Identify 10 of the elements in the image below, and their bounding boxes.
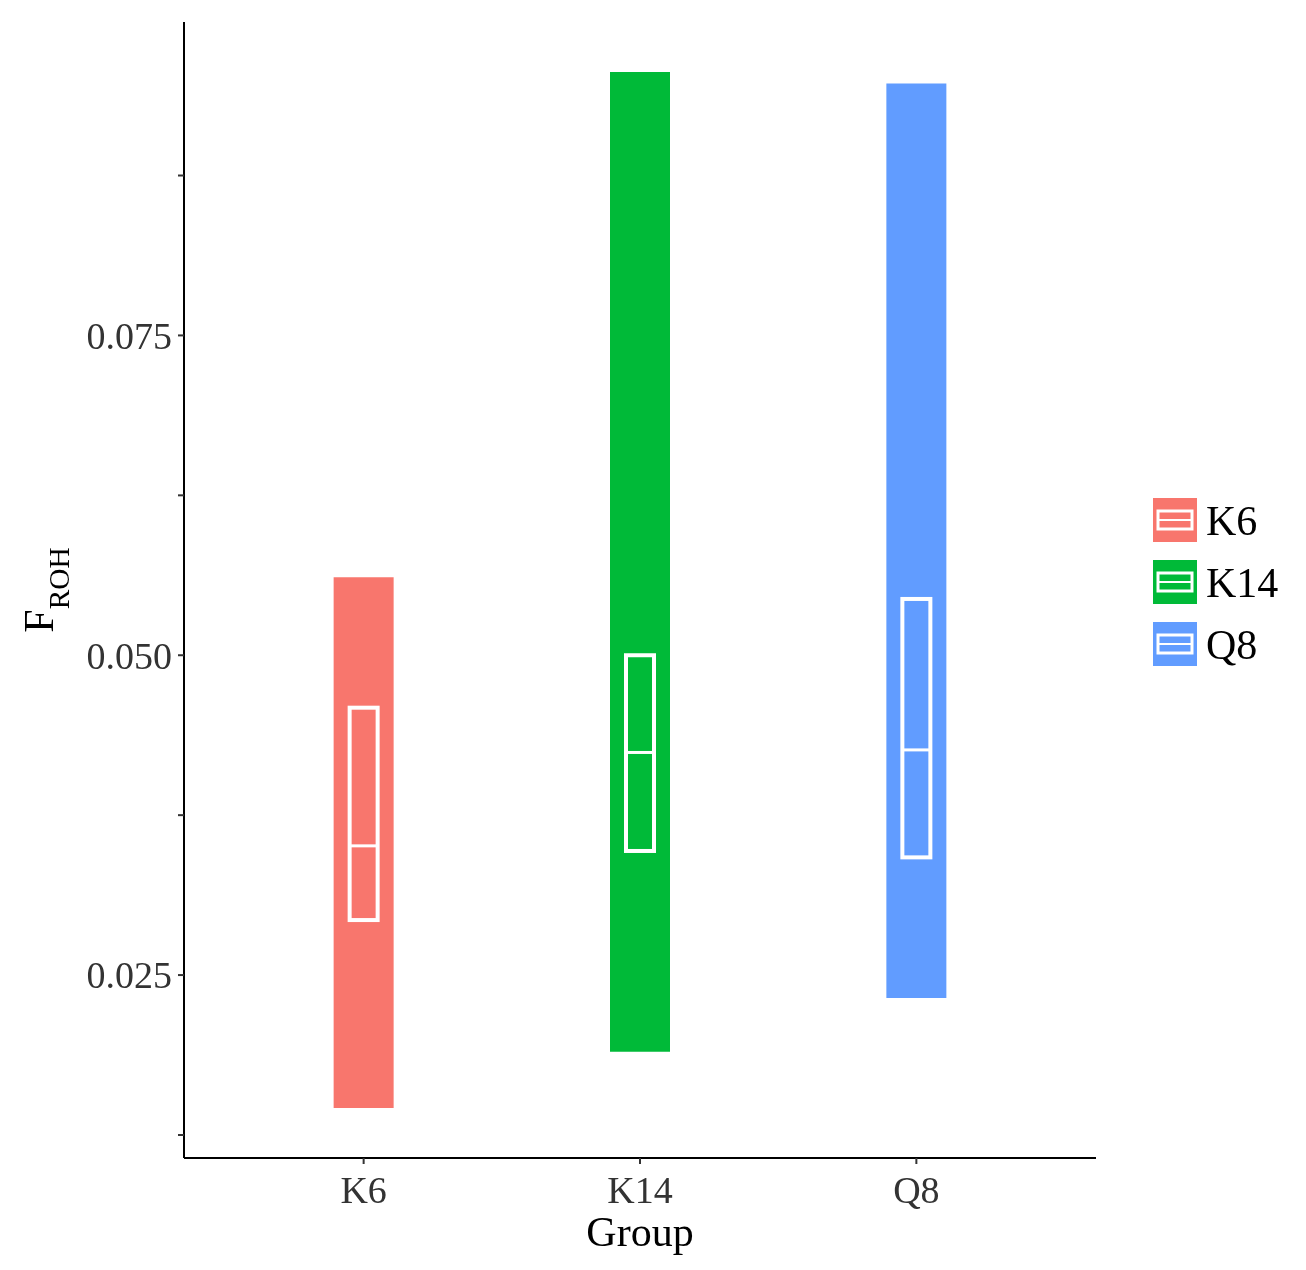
x-tick-label: K6 bbox=[340, 1169, 387, 1211]
x-axis-title: Group bbox=[586, 1209, 694, 1255]
y-tick-label: 0.075 bbox=[86, 314, 172, 357]
legend-label: Q8 bbox=[1206, 621, 1258, 668]
legend-label: K14 bbox=[1206, 559, 1279, 606]
legend-label: K6 bbox=[1206, 497, 1258, 544]
y-tick-label: 0.025 bbox=[86, 954, 172, 997]
y-tick-label: 0.050 bbox=[86, 634, 172, 677]
x-tick-label: K14 bbox=[607, 1169, 673, 1211]
x-tick-label: Q8 bbox=[893, 1169, 940, 1211]
